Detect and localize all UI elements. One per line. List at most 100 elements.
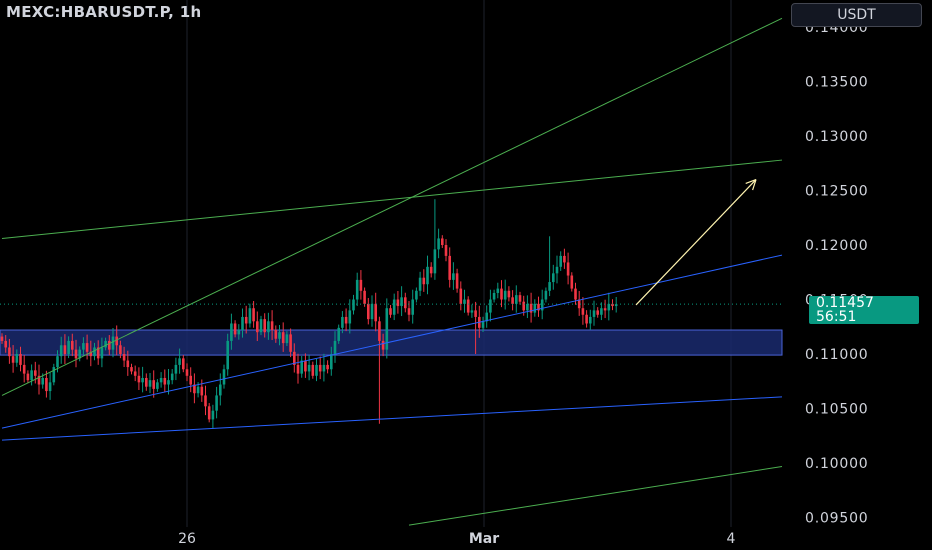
candle-body-88 bbox=[326, 364, 329, 370]
candle-body-126 bbox=[466, 299, 470, 313]
candle-body-7 bbox=[26, 373, 30, 381]
candle-body-145 bbox=[537, 303, 540, 311]
candle-body-105 bbox=[389, 308, 392, 315]
candle-body-91 bbox=[337, 327, 340, 341]
x-tick-label-0: 26 bbox=[178, 531, 196, 547]
candle-body-77 bbox=[285, 334, 289, 344]
candle-body-41 bbox=[152, 380, 155, 389]
candle-body-52 bbox=[193, 384, 196, 394]
trendline-3 bbox=[1, 159, 783, 239]
candle-body-57 bbox=[211, 410, 215, 420]
price-axis[interactable]: 0.095000.100000.105000.110000.115000.120… bbox=[805, 20, 869, 527]
candle-body-40 bbox=[148, 380, 152, 387]
candle-body-29 bbox=[108, 340, 111, 350]
candle-body-13 bbox=[48, 382, 52, 392]
currency-button[interactable]: USDT bbox=[791, 3, 922, 27]
candle-body-37 bbox=[137, 375, 141, 383]
grid-lines bbox=[186, 0, 732, 527]
candle-body-46 bbox=[170, 373, 174, 381]
candle-body-102 bbox=[378, 321, 381, 341]
candle-body-61 bbox=[226, 340, 229, 370]
candle-body-8 bbox=[30, 370, 33, 381]
trendline-4 bbox=[408, 466, 783, 526]
trendlines bbox=[0, 17, 783, 526]
y-tick-label-3: 0.11000 bbox=[805, 347, 869, 363]
y-tick-label-0: 0.09500 bbox=[805, 511, 869, 527]
candle-body-17 bbox=[63, 345, 67, 354]
candle-body-66 bbox=[244, 316, 248, 324]
candle-body-120 bbox=[444, 245, 448, 256]
candle-body-87 bbox=[322, 364, 326, 372]
candle-body-10 bbox=[37, 375, 41, 385]
candle-body-149 bbox=[552, 273, 555, 283]
candle-body-107 bbox=[396, 299, 400, 307]
candle-body-50 bbox=[185, 369, 189, 376]
candle-body-86 bbox=[318, 364, 322, 372]
bar-countdown: 56:51 bbox=[816, 309, 857, 325]
arrow-head-1 bbox=[752, 179, 757, 191]
candle-body-0 bbox=[0, 336, 4, 341]
candle-body-38 bbox=[141, 377, 144, 383]
candle-body-3 bbox=[11, 356, 15, 363]
candle-body-152 bbox=[563, 255, 566, 263]
time-axis[interactable]: 26 Mar 4 bbox=[178, 531, 735, 547]
candle-body-142 bbox=[526, 303, 529, 311]
candle-body-114 bbox=[422, 277, 426, 285]
candle-body-89 bbox=[330, 354, 333, 370]
candle-body-118 bbox=[437, 238, 440, 250]
candle-body-166 bbox=[614, 304, 618, 307]
candle-body-42 bbox=[156, 382, 159, 389]
candle-body-26 bbox=[96, 347, 100, 359]
support-zone bbox=[0, 329, 783, 356]
candle-body-35 bbox=[130, 367, 133, 372]
candle-body-2 bbox=[8, 347, 11, 357]
candle-body-58 bbox=[215, 395, 218, 411]
candle-body-132 bbox=[489, 299, 492, 313]
candle-body-15 bbox=[56, 356, 59, 368]
candle-body-138 bbox=[511, 297, 514, 304]
candle-body-150 bbox=[555, 266, 559, 274]
candle-body-25 bbox=[93, 347, 96, 357]
candle-body-110 bbox=[407, 308, 411, 315]
candle-body-79 bbox=[293, 351, 296, 365]
candle-body-121 bbox=[448, 255, 451, 280]
candle-body-153 bbox=[566, 262, 570, 276]
candle-body-96 bbox=[355, 279, 359, 300]
candle-body-123 bbox=[455, 273, 459, 289]
projection-arrow bbox=[635, 179, 757, 306]
candle-body-51 bbox=[189, 375, 192, 385]
y-tick-label-2: 0.10500 bbox=[805, 402, 869, 418]
candle-body-112 bbox=[415, 290, 418, 300]
candle-body-141 bbox=[522, 301, 525, 311]
candle-body-95 bbox=[352, 299, 355, 311]
candle-body-116 bbox=[429, 266, 433, 274]
candle-body-23 bbox=[85, 343, 89, 352]
candle-body-28 bbox=[104, 340, 107, 348]
candle-body-164 bbox=[607, 303, 611, 311]
y-tick-label-8: 0.13500 bbox=[805, 75, 869, 91]
candle-body-158 bbox=[585, 314, 588, 324]
candle-body-60 bbox=[222, 369, 226, 385]
candle-body-125 bbox=[463, 299, 466, 304]
x-tick-label-2: 4 bbox=[727, 531, 736, 547]
candle-body-160 bbox=[592, 310, 596, 317]
candle-body-133 bbox=[492, 292, 496, 300]
candle-body-53 bbox=[196, 386, 200, 394]
candle-body-14 bbox=[52, 367, 56, 383]
candle-body-139 bbox=[515, 295, 518, 304]
candle-body-4 bbox=[15, 354, 19, 363]
candle-body-101 bbox=[374, 303, 377, 322]
candle-body-157 bbox=[581, 308, 585, 315]
candle-body-151 bbox=[559, 255, 562, 267]
candle-body-56 bbox=[207, 406, 211, 420]
last-price-value: 0.11457 bbox=[816, 295, 874, 311]
candle-body-115 bbox=[426, 266, 429, 285]
candle-body-90 bbox=[333, 340, 337, 354]
candle-body-59 bbox=[219, 384, 222, 396]
candle-body-108 bbox=[400, 297, 403, 307]
candle-body-156 bbox=[577, 299, 581, 309]
candle-body-48 bbox=[178, 358, 181, 365]
candle-body-34 bbox=[126, 360, 130, 368]
candle-body-68 bbox=[252, 308, 255, 322]
